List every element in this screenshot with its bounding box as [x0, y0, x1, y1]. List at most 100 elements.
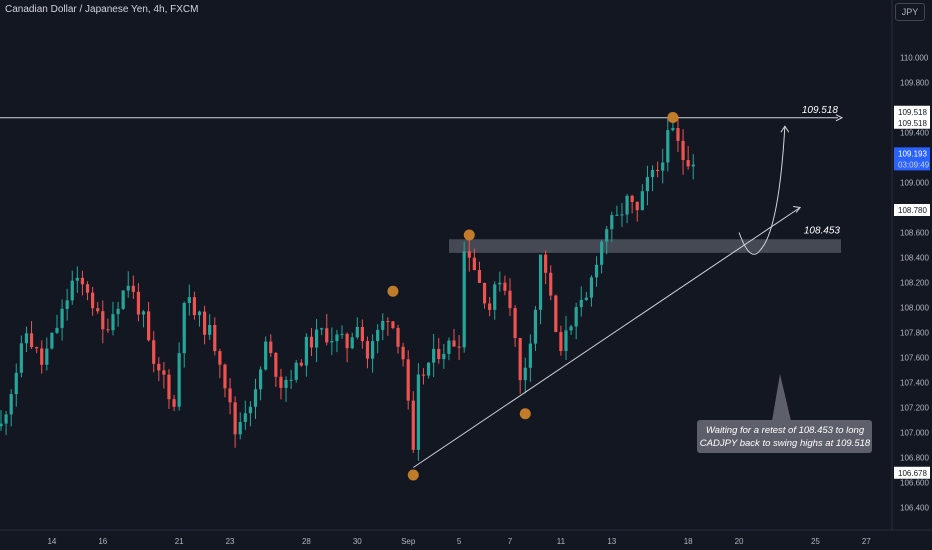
candle-body	[538, 254, 543, 310]
x-tick-label: 7	[508, 537, 513, 546]
candle-body	[279, 376, 283, 388]
support-zone	[449, 239, 841, 253]
candle-body	[645, 177, 650, 192]
candle-body	[101, 311, 105, 330]
x-tick-label: 27	[862, 537, 871, 546]
candle-body	[355, 326, 359, 338]
candle-body	[635, 201, 639, 211]
candle-body	[325, 328, 329, 343]
resistance-arrow	[835, 114, 844, 122]
trendline-end-tag: 108.780	[898, 206, 927, 215]
candle-body	[111, 314, 115, 331]
candle-body	[65, 300, 69, 309]
candle-body	[182, 303, 186, 354]
note-box	[697, 420, 872, 453]
candle-body	[50, 332, 54, 349]
candle-body	[376, 329, 380, 342]
candle-body	[187, 297, 191, 304]
candle-body	[91, 292, 95, 309]
x-tick-label: 25	[811, 537, 820, 546]
candle-body	[269, 341, 273, 354]
y-tick-label: 108.600	[900, 229, 929, 238]
symbol-header: Canadian Dollar / Japanese Yen, 4h, FXCM	[5, 4, 199, 15]
x-tick-label: 30	[353, 537, 362, 546]
candle-body	[360, 326, 364, 342]
candle-body	[243, 413, 247, 423]
support-zone-rect	[449, 239, 841, 253]
candle-body	[533, 309, 538, 344]
y-tick-label: 108.400	[900, 254, 929, 263]
candle-body	[584, 297, 588, 300]
candle-body	[498, 282, 502, 285]
candle-body	[462, 251, 466, 348]
candle-body	[615, 214, 619, 216]
candle-body	[442, 353, 446, 360]
candle-body	[600, 241, 604, 265]
y-tick-label: 109.000	[900, 179, 929, 188]
resistance-price-tag-bottom: 109.518	[898, 119, 927, 128]
swing-marker	[667, 112, 679, 123]
candle-body	[686, 160, 690, 167]
candle-body	[228, 388, 232, 403]
candle-body	[309, 336, 314, 348]
y-tick-label: 106.600	[900, 479, 929, 488]
candle-body	[589, 277, 594, 298]
price-axis[interactable]: 110.000 109.800 109.400 109.000 108.600 108.4…	[891, 0, 929, 530]
resistance-price-tag-top: 109.518	[898, 108, 927, 117]
candle-body	[488, 303, 492, 310]
candle-body	[96, 308, 100, 312]
trendline-end-tag-bg	[894, 204, 930, 216]
candle-body	[503, 282, 507, 291]
y-tick-label: 110.000	[900, 54, 929, 63]
annotations: Waiting for a retest of 108.453 to long C…	[697, 105, 872, 453]
drawings	[0, 112, 844, 481]
candle-body	[126, 285, 130, 291]
candle-body	[493, 284, 497, 310]
candle-body	[381, 320, 385, 330]
x-tick-label: 21	[175, 537, 184, 546]
candle-body	[569, 326, 573, 331]
low-price-tag-bg	[894, 466, 930, 479]
candle-body	[345, 333, 349, 349]
y-tick-label: 108.200	[900, 279, 929, 288]
candle-body	[386, 320, 390, 322]
projection-path	[738, 126, 786, 255]
candle-body	[208, 324, 212, 335]
swing-marker	[519, 408, 531, 420]
resistance-level-label: 109.518	[802, 105, 839, 116]
y-tick-label: 107.600	[900, 354, 929, 363]
candle-body	[106, 329, 110, 331]
candle-body	[19, 343, 23, 373]
candle-body	[0, 423, 3, 427]
y-tick-label: 107.400	[900, 379, 929, 388]
note-line-2: CADJPY back to swing highs at 109.518	[700, 438, 871, 449]
candle-body	[264, 341, 268, 370]
x-tick-label: 20	[735, 537, 744, 546]
candle-body	[650, 169, 655, 178]
resistance-price-tag-top-bg	[894, 105, 930, 118]
projection-arrow	[780, 125, 790, 133]
candle-body	[152, 340, 156, 364]
time-axis[interactable]: 14 16 21 23 28 30 Sep 5 7 11 13 18 20 25 27	[0, 529, 932, 546]
candle-body	[233, 402, 237, 435]
candle-body	[676, 128, 680, 141]
candle-body	[554, 295, 558, 332]
x-tick-label: 11	[557, 537, 566, 546]
candle-body	[136, 291, 141, 315]
candle-body	[411, 400, 415, 450]
candle-body	[60, 308, 64, 328]
candle-body	[75, 277, 79, 281]
candle-body	[447, 340, 451, 354]
candle-body	[574, 307, 578, 327]
candle-body	[426, 362, 431, 376]
candle-body	[457, 346, 461, 348]
candle-body	[289, 379, 293, 381]
candle-body	[284, 379, 288, 388]
candle-body	[661, 162, 665, 171]
y-tick-label: 107.200	[900, 404, 929, 413]
candle-body	[248, 406, 253, 414]
currency-button[interactable]: JPY	[895, 3, 925, 21]
x-tick-label: Sep	[401, 537, 416, 546]
